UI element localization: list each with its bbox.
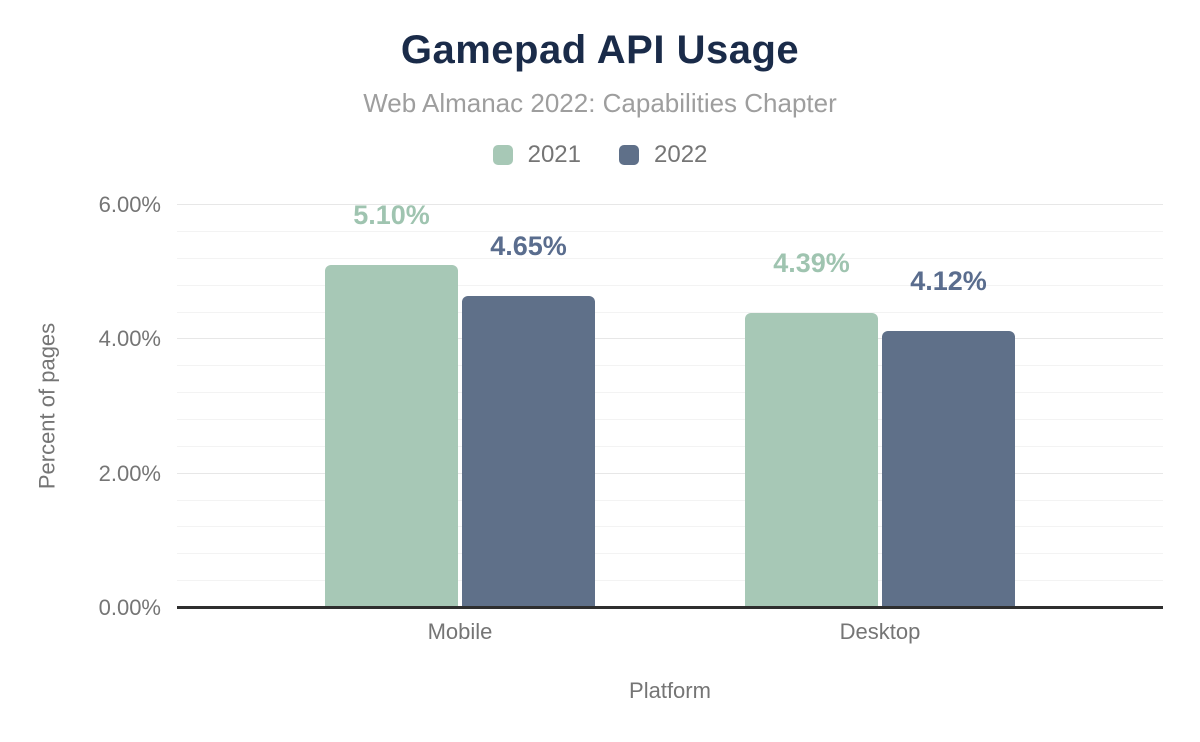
y-axis-title: Percent of pages bbox=[34, 322, 60, 490]
bar-value-label-2021-mobile: 5.10% bbox=[353, 200, 430, 231]
x-axis-line bbox=[177, 606, 1163, 609]
bar-value-label-2021-desktop: 4.39% bbox=[773, 248, 850, 279]
x-tick-label-mobile: Mobile bbox=[427, 619, 493, 644]
minor-gridline bbox=[177, 257, 1163, 259]
bar-value-label-2022-desktop: 4.12% bbox=[910, 266, 987, 297]
major-gridline bbox=[177, 472, 1163, 474]
y-tick-label: 2.00% bbox=[98, 460, 161, 486]
chart-subtitle: Web Almanac 2022: Capabilities Chapter bbox=[363, 88, 837, 118]
chart-title: Gamepad API Usage bbox=[400, 28, 800, 72]
minor-gridline bbox=[177, 580, 1163, 582]
minor-gridline bbox=[177, 392, 1163, 394]
bar-2021-mobile bbox=[325, 265, 458, 608]
legend-item-2022: 2022 bbox=[619, 141, 707, 169]
minor-gridline bbox=[177, 230, 1163, 232]
legend-item-2021: 2021 bbox=[492, 141, 581, 169]
minor-gridline bbox=[177, 553, 1163, 555]
bar-2022-desktop bbox=[882, 331, 1015, 608]
bar-value-label-2022-mobile: 4.65% bbox=[490, 230, 567, 261]
minor-gridline bbox=[177, 499, 1163, 501]
plot-area: 5.10% 4.65% 4.39% 4.12% bbox=[177, 200, 1163, 609]
legend-label-2021: 2021 bbox=[527, 141, 581, 168]
y-tick-label: 0.00% bbox=[98, 595, 161, 620]
minor-gridline bbox=[177, 311, 1163, 313]
bar-2021-desktop bbox=[745, 313, 878, 608]
y-tick-label: 4.00% bbox=[98, 326, 161, 352]
x-tick-label-desktop: Desktop bbox=[839, 619, 921, 644]
major-gridline bbox=[177, 204, 1163, 205]
minor-gridline bbox=[177, 284, 1163, 286]
x-axis-title: Platform bbox=[629, 678, 711, 703]
bar-2022-mobile bbox=[462, 295, 595, 608]
minor-gridline bbox=[177, 526, 1163, 528]
legend-swatch-2021 bbox=[492, 145, 513, 165]
legend-label-2022: 2022 bbox=[654, 141, 708, 168]
y-tick-label: 6.00% bbox=[98, 192, 161, 217]
minor-gridline bbox=[177, 365, 1163, 367]
legend-swatch-2022 bbox=[619, 145, 639, 165]
major-gridline bbox=[177, 338, 1163, 340]
minor-gridline bbox=[177, 418, 1163, 420]
legend: 2021 2022 bbox=[0, 140, 1200, 170]
minor-gridline bbox=[177, 445, 1163, 447]
